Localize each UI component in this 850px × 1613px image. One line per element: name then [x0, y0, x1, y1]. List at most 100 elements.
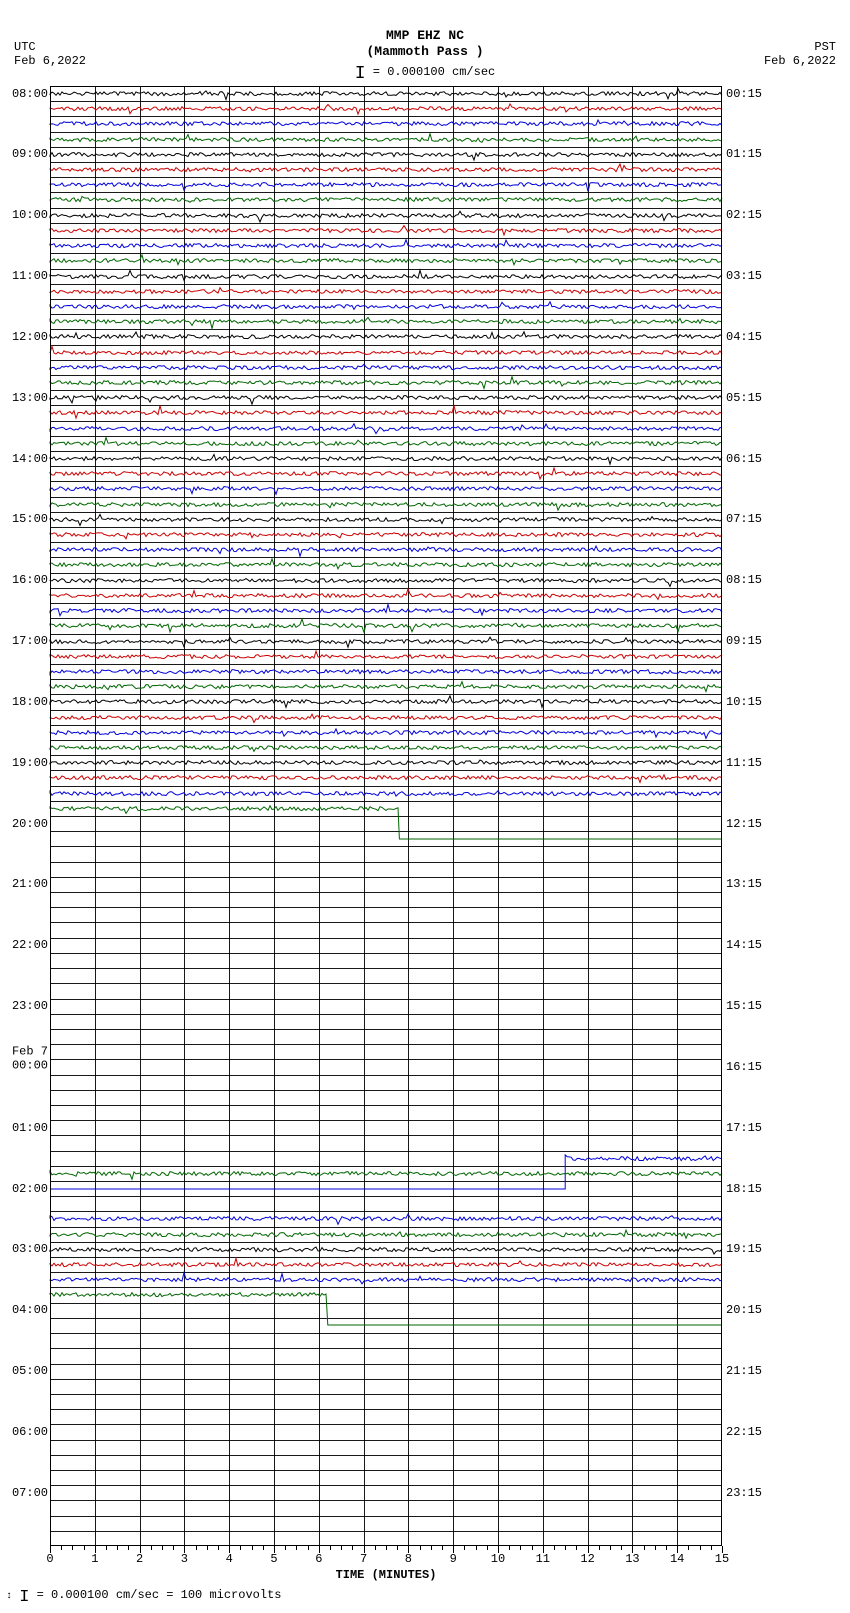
grid-horizontal [50, 542, 722, 543]
trace-row [50, 1151, 722, 1166]
grid-horizontal [50, 1090, 722, 1091]
right-tz-label: PST [764, 40, 836, 54]
x-minor-tick [375, 1546, 376, 1550]
right-hour-label: 08:15 [726, 573, 786, 587]
grid-horizontal [50, 269, 722, 270]
trace-row [50, 481, 722, 496]
grid-horizontal [50, 664, 722, 665]
grid-horizontal [50, 192, 722, 193]
grid-horizontal [50, 1227, 722, 1228]
x-minor-tick [442, 1546, 443, 1550]
x-tick-label: 2 [136, 1552, 143, 1566]
trace-row [50, 223, 722, 238]
grid-horizontal [50, 922, 722, 923]
x-axis-label: TIME (MINUTES) [50, 1568, 722, 1582]
x-minor-tick [576, 1546, 577, 1550]
grid-horizontal [50, 1257, 722, 1258]
trace-row [50, 710, 722, 725]
x-axis: TIME (MINUTES) 0123456789101112131415 [50, 1546, 722, 1586]
grid-horizontal [50, 618, 722, 619]
grid-horizontal [50, 223, 722, 224]
x-minor-tick [84, 1546, 85, 1550]
trace-row [50, 557, 722, 572]
x-minor-tick [666, 1546, 667, 1550]
grid-horizontal [50, 1348, 722, 1349]
grid-horizontal [50, 147, 722, 148]
grid-horizontal [50, 1516, 722, 1517]
grid-horizontal [50, 1364, 722, 1365]
grid-horizontal [50, 481, 722, 482]
x-minor-tick [386, 1546, 387, 1550]
trace-row [50, 512, 722, 527]
x-tick-label: 15 [715, 1552, 729, 1566]
trace-row [50, 192, 722, 207]
grid-horizontal [50, 1196, 722, 1197]
trace-row [50, 634, 722, 649]
trace-row [50, 253, 722, 268]
grid-horizontal [50, 1440, 722, 1441]
title-block: MMP EHZ NC (Mammoth Pass ) [0, 28, 850, 59]
trace-row [50, 299, 722, 314]
left-hour-label: Feb 700:00 [0, 1045, 48, 1072]
x-tick-label: 11 [536, 1552, 550, 1566]
left-hour-label: 09:00 [0, 147, 48, 161]
grid-horizontal [50, 710, 722, 711]
right-timezone: PST Feb 6,2022 [764, 40, 836, 68]
left-hour-label: 19:00 [0, 756, 48, 770]
trace-row [50, 573, 722, 588]
grid-horizontal [50, 679, 722, 680]
x-tick-label: 3 [181, 1552, 188, 1566]
left-hour-label: 11:00 [0, 269, 48, 283]
grid-horizontal [50, 1500, 722, 1501]
grid-horizontal [50, 1059, 722, 1060]
x-minor-tick [117, 1546, 118, 1550]
trace-row [50, 177, 722, 192]
grid-horizontal [50, 1014, 722, 1015]
trace-row [50, 603, 722, 618]
trace-row [50, 1227, 722, 1242]
x-minor-tick [240, 1546, 241, 1550]
right-hour-label: 20:15 [726, 1303, 786, 1317]
trace-row [50, 664, 722, 679]
trace-row [50, 1257, 722, 1272]
grid-horizontal [50, 1409, 722, 1410]
left-hour-label: 12:00 [0, 330, 48, 344]
trace-row [50, 390, 722, 405]
trace-row [50, 314, 722, 329]
grid-horizontal [50, 436, 722, 437]
trace-row [50, 345, 722, 360]
grid-horizontal [50, 983, 722, 984]
x-minor-tick [207, 1546, 208, 1550]
left-hour-label: 20:00 [0, 817, 48, 831]
x-minor-tick [173, 1546, 174, 1550]
grid-horizontal [50, 1242, 722, 1243]
grid-horizontal [50, 132, 722, 133]
trace-row [50, 618, 722, 633]
trace-row [50, 542, 722, 557]
grid-horizontal [50, 1379, 722, 1380]
footer-text: = 0.000100 cm/sec = 100 microvolts [37, 1588, 282, 1602]
station-location: (Mammoth Pass ) [0, 44, 850, 60]
grid-horizontal [50, 831, 722, 832]
grid-horizontal [50, 1470, 722, 1471]
grid-horizontal [50, 116, 722, 117]
trace-row [50, 162, 722, 177]
grid-horizontal [50, 557, 722, 558]
left-hour-label: 18:00 [0, 695, 48, 709]
trace-row [50, 1211, 722, 1226]
trace-row [50, 1166, 722, 1181]
trace-row [50, 786, 722, 801]
grid-horizontal [50, 177, 722, 178]
left-hour-label: 08:00 [0, 87, 48, 101]
x-minor-tick [61, 1546, 62, 1550]
right-hour-label: 10:15 [726, 695, 786, 709]
grid-horizontal [50, 345, 722, 346]
grid-horizontal [50, 329, 722, 330]
left-hour-label: 10:00 [0, 208, 48, 222]
left-hour-label: 15:00 [0, 512, 48, 526]
grid-horizontal [50, 497, 722, 498]
grid-horizontal [50, 421, 722, 422]
left-hour-labels: 08:0009:0010:0011:0012:0013:0014:0015:00… [0, 86, 48, 1546]
right-hour-label: 01:15 [726, 147, 786, 161]
grid-horizontal [50, 1211, 722, 1212]
